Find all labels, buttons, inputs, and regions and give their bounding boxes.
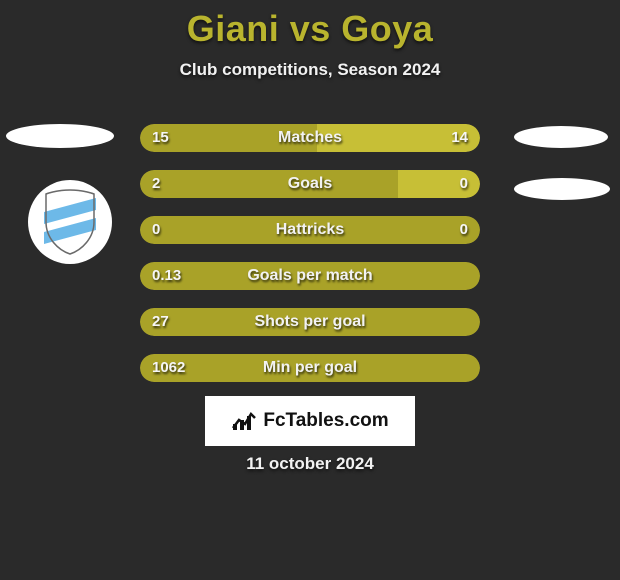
- page-title: Giani vs Goya: [0, 8, 620, 50]
- branding-text: FcTables.com: [263, 410, 388, 432]
- stat-row: 1062Min per goal: [140, 354, 480, 382]
- club-shield-icon: [38, 188, 102, 256]
- stat-label: Matches: [140, 124, 480, 152]
- stat-row: 15Matches14: [140, 124, 480, 152]
- stat-row: 2Goals0: [140, 170, 480, 198]
- player-right-placeholder: [514, 126, 608, 148]
- club-right-placeholder: [514, 178, 610, 200]
- stat-row: 0.13Goals per match: [140, 262, 480, 290]
- stats-panel: 15Matches142Goals00Hattricks00.13Goals p…: [140, 124, 480, 400]
- stat-value-right: 0: [460, 216, 468, 244]
- stat-label: Shots per goal: [140, 308, 480, 336]
- stat-value-right: 0: [460, 170, 468, 198]
- stat-label: Goals: [140, 170, 480, 198]
- stat-value-right: 14: [451, 124, 468, 152]
- stat-label: Min per goal: [140, 354, 480, 382]
- subtitle: Club competitions, Season 2024: [0, 60, 620, 80]
- branding-banner: FcTables.com: [205, 396, 415, 446]
- stat-label: Goals per match: [140, 262, 480, 290]
- player-left-placeholder: [6, 124, 114, 148]
- chart-icon: [231, 410, 257, 432]
- date-label: 11 october 2024: [0, 454, 620, 474]
- club-left-badge: [28, 180, 112, 264]
- stat-label: Hattricks: [140, 216, 480, 244]
- stat-row: 0Hattricks0: [140, 216, 480, 244]
- stat-row: 27Shots per goal: [140, 308, 480, 336]
